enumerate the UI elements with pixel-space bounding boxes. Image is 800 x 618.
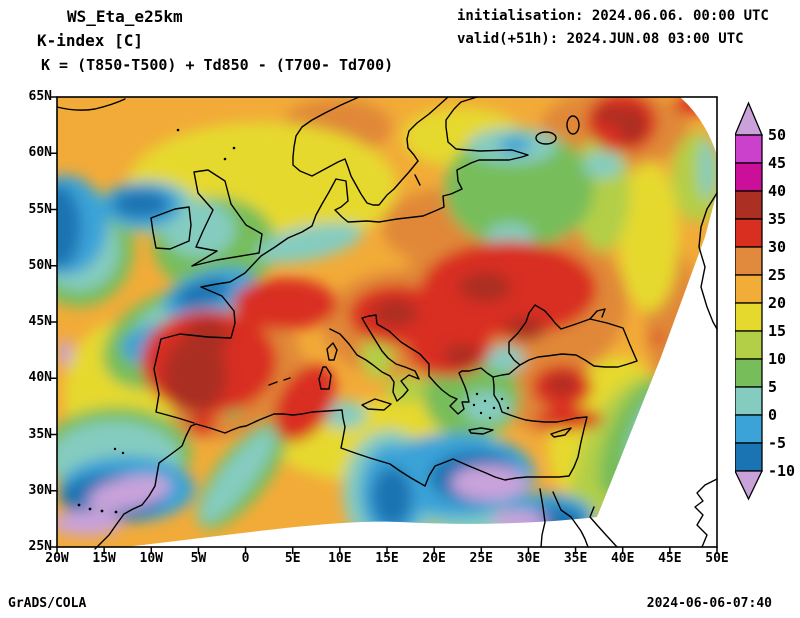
colorbar-arrow-over bbox=[735, 101, 763, 136]
colorbar-segment bbox=[735, 330, 763, 360]
coastlines bbox=[56, 96, 718, 550]
colorbar-tick-label: 40 bbox=[768, 182, 786, 200]
formula-text: K = (T850-T500) + Td850 - (T700- Td700) bbox=[41, 56, 394, 74]
x-axis-tick-label: 15E bbox=[375, 551, 399, 566]
colorbar-tick-label: 0 bbox=[768, 406, 777, 424]
out-of-domain-mask bbox=[125, 97, 717, 547]
valid-time-text: valid(+51h): 2024.JUN.08 03:00 UTC bbox=[457, 31, 744, 47]
colorbar-tick-label: 50 bbox=[768, 126, 786, 144]
y-axis-tick-label: 50N bbox=[28, 257, 52, 273]
y-axis-tick-label: 45N bbox=[28, 314, 52, 329]
colorbar-tick-label: 15 bbox=[768, 322, 786, 340]
colorbar-tick-label: 20 bbox=[768, 294, 786, 312]
y-axis-tick-label: 65N bbox=[28, 89, 52, 104]
x-axis-tick-label: 15W bbox=[92, 551, 116, 566]
colorbar-tick-label: 10 bbox=[768, 350, 786, 368]
x-axis-tick-label: 25E bbox=[469, 551, 494, 566]
x-axis-tick-label: 5E bbox=[284, 551, 301, 566]
y-axis-tick-label: 25N bbox=[28, 539, 52, 554]
y-axis-tick-label: 35N bbox=[28, 426, 52, 442]
y-axis-tick-label: 30N bbox=[28, 482, 52, 498]
colorbar-segment bbox=[735, 190, 763, 220]
colorbar-segment bbox=[735, 134, 763, 164]
y-axis-tick-label: 60N bbox=[28, 145, 52, 161]
grads-credit: GrADS/COLA bbox=[8, 596, 87, 611]
x-axis-tick-label: 30E bbox=[516, 551, 541, 566]
colorbar-tick-label: -5 bbox=[768, 434, 786, 452]
colorbar-tick-label: 25 bbox=[768, 266, 786, 284]
x-axis-tick-label: 50E bbox=[705, 551, 729, 566]
colorbar-tick-label: 35 bbox=[768, 210, 786, 228]
colorbar-tick-label: -10 bbox=[768, 462, 795, 480]
colorbar-segment bbox=[735, 246, 763, 276]
colorbar-segment bbox=[735, 386, 763, 416]
map-border bbox=[56, 96, 718, 548]
colorbar-segment bbox=[735, 274, 763, 304]
x-axis-tick-label: 35E bbox=[563, 551, 588, 566]
creation-timestamp: 2024-06-06-07:40 bbox=[646, 596, 772, 611]
colorbar-segment bbox=[735, 442, 763, 472]
colorbar-segment bbox=[735, 218, 763, 248]
map-svg bbox=[50, 96, 718, 554]
colorbar-tick-label: 5 bbox=[768, 378, 777, 396]
y-axis-tick-label: 55N bbox=[28, 201, 52, 217]
colorbar-segment bbox=[735, 162, 763, 192]
colorbar-segment bbox=[735, 414, 763, 444]
colorbar-tick-label: 45 bbox=[768, 154, 786, 172]
colorbar-segment bbox=[735, 302, 763, 332]
y-axis-tick-label: 40N bbox=[28, 370, 52, 386]
page-title: WS_Eta_e25km bbox=[67, 7, 183, 26]
colorbar-tick-label: 30 bbox=[768, 238, 786, 256]
variable-title: K-index [C] bbox=[37, 31, 143, 50]
x-axis-tick-label: 5W bbox=[190, 551, 207, 566]
x-axis-tick-label: 0 bbox=[241, 551, 250, 566]
colorbar-segment bbox=[735, 358, 763, 388]
x-axis-tick-label: 10E bbox=[328, 551, 352, 566]
x-axis-tick-label: 20W bbox=[45, 551, 69, 566]
small-island-dots bbox=[77, 128, 510, 514]
x-axis-tick-label: 20E bbox=[422, 551, 446, 566]
x-axis-tick-label: 40E bbox=[610, 551, 635, 566]
x-axis-tick-label: 10W bbox=[139, 551, 164, 566]
x-axis-tick-label: 45E bbox=[658, 551, 682, 566]
colorbar-arrow-under bbox=[735, 470, 764, 501]
initialisation-text: initialisation: 2024.06.06. 00:00 UTC bbox=[457, 8, 769, 24]
axis-ticks bbox=[50, 96, 718, 554]
